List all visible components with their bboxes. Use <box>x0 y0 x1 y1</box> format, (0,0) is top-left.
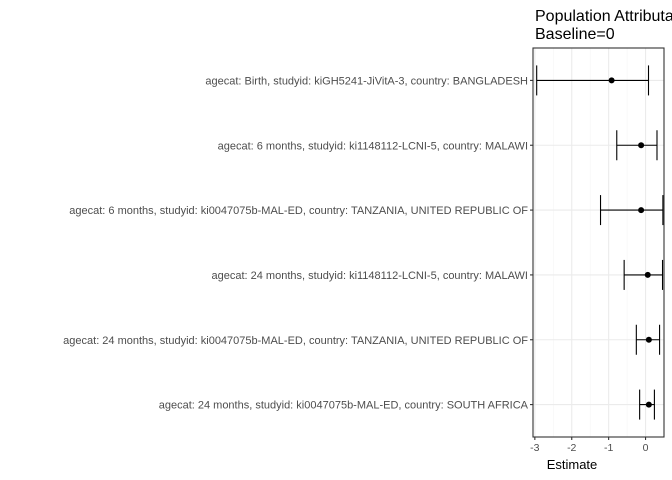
estimate-point <box>645 401 652 408</box>
category-label: agecat: 6 months, studyid: ki1148112-LCN… <box>218 140 528 152</box>
chart-title: Population Attributable Difference <box>535 8 672 25</box>
category-label: agecat: Birth, studyid: kiGH5241-JiVitA-… <box>205 75 528 87</box>
panel-border <box>532 47 665 438</box>
estimate-point <box>638 207 645 214</box>
estimate-point <box>645 336 652 343</box>
error-bar <box>536 65 650 96</box>
panel-background <box>533 48 664 437</box>
x-tick-label: -3 <box>530 442 539 454</box>
x-axis-title: Estimate <box>547 457 598 472</box>
chart-subtitle: Baseline=0 <box>535 26 615 43</box>
error-bar <box>635 324 661 355</box>
error-bar <box>639 389 655 420</box>
y-axis-labels: agecat: Birth, studyid: kiGH5241-JiVitA-… <box>63 75 533 412</box>
estimate-point <box>638 142 645 149</box>
category-label: agecat: 24 months, studyid: ki1148112-LC… <box>211 270 528 282</box>
category-label: agecat: 24 months, studyid: ki0047075b-M… <box>159 400 529 412</box>
x-tick-label: -2 <box>567 442 576 454</box>
estimate-point <box>608 77 615 84</box>
error-bar <box>616 130 658 161</box>
error-bar <box>623 259 664 290</box>
estimate-point <box>644 271 651 278</box>
x-tick-label: -1 <box>604 442 613 454</box>
plot-panel <box>532 47 665 438</box>
category-label: agecat: 24 months, studyid: ki0047075b-M… <box>63 335 528 347</box>
error-bar <box>599 195 664 226</box>
x-axis: -3 -2 -1 0 <box>530 437 649 454</box>
x-tick-label: 0 <box>643 442 649 454</box>
category-label: agecat: 6 months, studyid: ki0047075b-MA… <box>69 205 528 217</box>
plot-marks <box>536 65 664 420</box>
